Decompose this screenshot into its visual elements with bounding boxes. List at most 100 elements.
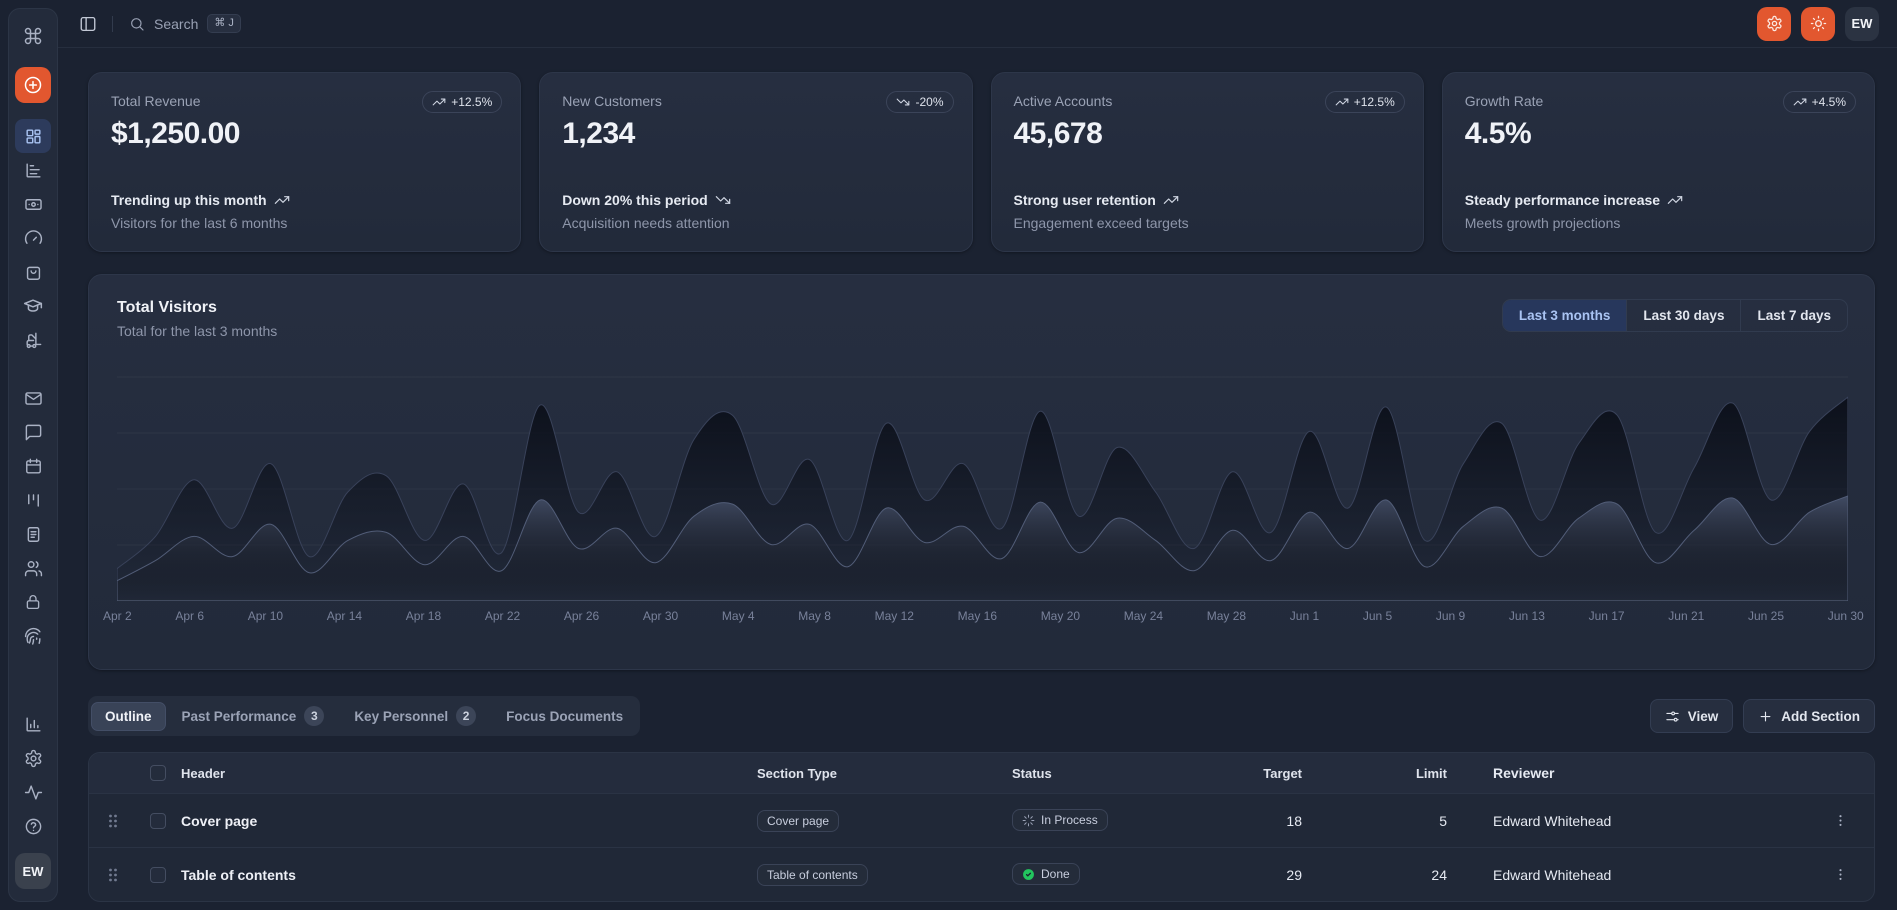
target-cell[interactable]: 18 [1286, 812, 1302, 829]
select-all-checkbox[interactable] [150, 765, 166, 781]
trending-up-icon [1667, 192, 1683, 208]
sidebar-toggle-button[interactable] [74, 10, 102, 38]
x-tick-label: Jun 1 [1289, 609, 1320, 623]
trend-badge: +12.5% [422, 91, 503, 113]
trend-badge-value: -20% [915, 95, 944, 109]
forklift-icon [24, 331, 43, 350]
sidebar-item-inbox[interactable] [15, 381, 51, 415]
sidebar-item-orders[interactable] [15, 255, 51, 289]
sidebar-item-performance[interactable] [15, 221, 51, 255]
section-tab-count-badge: 2 [456, 706, 477, 726]
sidebar-item-training[interactable] [15, 289, 51, 323]
reviewer-cell[interactable]: Edward Whitehead [1493, 812, 1612, 829]
time-range-button[interactable]: Last 7 days [1741, 300, 1847, 331]
table-row: Table of contents Table of contents Done… [89, 847, 1874, 901]
trending-up-icon [1793, 95, 1807, 109]
status-badge-label: Done [1041, 867, 1070, 882]
row-checkbox[interactable] [150, 866, 166, 883]
status-badge: In Process [1012, 809, 1108, 832]
gauge-icon [24, 229, 43, 248]
search-input[interactable]: Search ⌘ J [123, 10, 247, 37]
section-tab[interactable]: Focus Documents [492, 702, 637, 731]
quick-create-button[interactable] [15, 67, 51, 103]
sidebar-item-activity[interactable] [15, 775, 51, 809]
drag-handle[interactable] [101, 809, 125, 833]
row-menu-button[interactable] [1827, 861, 1855, 889]
view-button[interactable]: View [1649, 699, 1734, 733]
settings-button[interactable] [1757, 6, 1791, 41]
area-series-mobile [117, 496, 1848, 601]
row-checkbox[interactable] [150, 812, 166, 829]
x-tick-label: Apr 10 [247, 609, 284, 623]
theme-toggle-button[interactable] [1801, 6, 1835, 41]
sidebar-item-payments[interactable] [15, 187, 51, 221]
x-tick-label: Apr 6 [175, 609, 205, 623]
section-tab[interactable]: Key Personnel 2 [340, 699, 490, 733]
section-tab[interactable]: Outline [91, 701, 166, 731]
section-type-badge: Cover page [757, 809, 840, 832]
sidebar-item-reports[interactable] [15, 517, 51, 551]
stat-card-title: New Customers [562, 93, 662, 109]
sidebar-item-calendar[interactable] [15, 449, 51, 483]
target-cell[interactable]: 29 [1286, 866, 1302, 883]
sidebar-item-dashboard[interactable] [15, 119, 51, 153]
command-icon [23, 26, 43, 46]
x-tick-label: Jun 25 [1747, 609, 1785, 623]
sidebar-item-logistics[interactable] [15, 323, 51, 357]
loader-icon [1022, 814, 1035, 827]
section-tabs: Outline Past Performance 3 Key Personnel… [88, 696, 641, 736]
row-header-cell[interactable]: Cover page [181, 812, 258, 829]
sidebar-item-identity[interactable] [15, 619, 51, 653]
row-menu-button[interactable] [1827, 807, 1855, 835]
sidebar-item-settings[interactable] [15, 741, 51, 775]
sidebar-user-avatar[interactable]: EW [15, 853, 51, 889]
reviewer-cell[interactable]: Edward Whitehead [1493, 866, 1612, 883]
status-badge: Done [1012, 863, 1080, 886]
sidebar-item-kanban[interactable] [15, 483, 51, 517]
limit-cell[interactable]: 5 [1439, 812, 1447, 829]
drag-handle[interactable] [101, 863, 125, 887]
x-tick-label: Apr 2 [103, 609, 132, 623]
x-tick-label: Apr 26 [563, 609, 600, 623]
sidebar-item-command[interactable] [15, 19, 51, 53]
gear-icon [24, 749, 43, 768]
x-tick-label: May 12 [874, 609, 914, 623]
circle-plus-icon [23, 75, 43, 95]
graduation-cap-icon [23, 296, 43, 316]
circle-help-icon [24, 817, 43, 836]
sidebar-item-analytics[interactable] [15, 707, 51, 741]
time-range-button[interactable]: Last 3 months [1502, 300, 1628, 331]
x-tick-label: Apr 30 [642, 609, 679, 623]
sidebar-item-messages[interactable] [15, 415, 51, 449]
x-tick-label: Jun 13 [1508, 609, 1545, 623]
limit-cell[interactable]: 24 [1431, 866, 1447, 883]
stat-card-footer-sub: Meets growth projections [1464, 215, 1621, 231]
sidebar: EW [8, 8, 58, 902]
sidebar-item-team[interactable] [15, 551, 51, 585]
stat-card-footer-sub: Acquisition needs attention [562, 215, 730, 231]
row-header-cell[interactable]: Table of contents [181, 866, 296, 883]
calendar-icon [24, 457, 43, 476]
x-tick-label: Apr 14 [326, 609, 363, 623]
x-tick-label: May 4 [721, 609, 755, 623]
sections-table: Header Section Type Status Target Limit … [88, 752, 1875, 902]
section-tab-label: Key Personnel [354, 708, 449, 724]
section-tab-label: Focus Documents [506, 708, 624, 724]
time-range-button[interactable]: Last 30 days [1627, 300, 1742, 331]
add-section-button[interactable]: Add Section [1743, 699, 1875, 733]
view-button-label: View [1687, 708, 1719, 724]
status-badge-label: In Process [1041, 813, 1098, 828]
users-icon [24, 559, 43, 578]
sidebar-item-lifecycle[interactable] [15, 153, 51, 187]
stat-card-title: Growth Rate [1464, 93, 1544, 109]
x-tick-label: May 8 [798, 609, 831, 623]
trend-badge-value: +12.5% [1353, 95, 1395, 109]
user-avatar[interactable]: EW [1845, 6, 1879, 41]
x-tick-label: May 28 [1206, 609, 1247, 623]
sidebar-item-security[interactable] [15, 585, 51, 619]
x-tick-label: May 24 [1123, 609, 1164, 623]
trending-up-icon [432, 95, 446, 109]
section-tab[interactable]: Past Performance 3 [168, 699, 339, 733]
sidebar-item-help[interactable] [15, 809, 51, 843]
chart-x-axis: Apr 2 Apr 6 Apr 10 Apr 14 Apr 18 Apr 22 Apr 26… [103, 609, 1864, 623]
